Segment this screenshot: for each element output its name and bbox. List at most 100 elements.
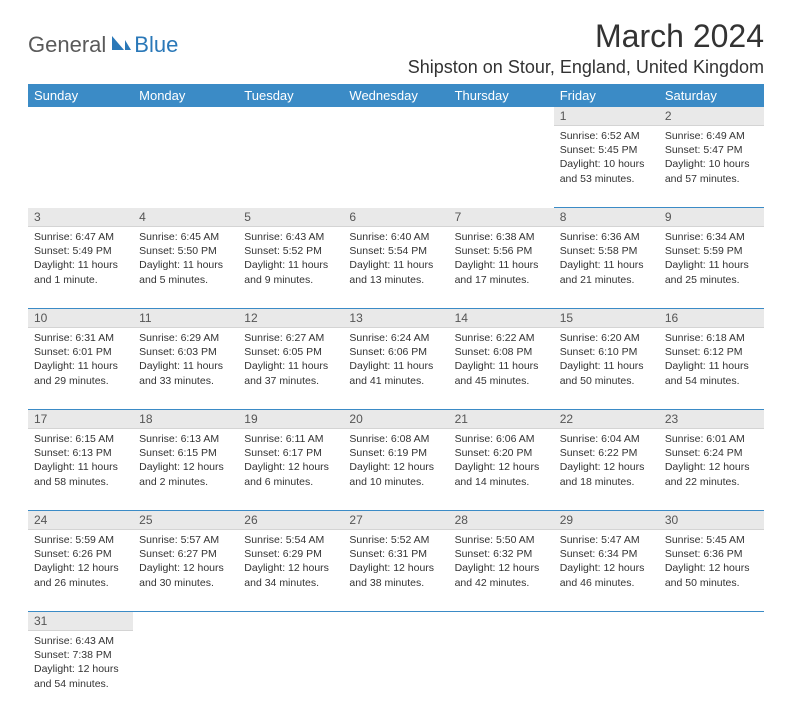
day-number-cell: 20: [343, 410, 448, 429]
day-number-cell: 18: [133, 410, 238, 429]
day-number-row: 31: [28, 612, 764, 631]
day-details: Sunrise: 6:40 AMSunset: 5:54 PMDaylight:…: [343, 227, 448, 291]
day-details: Sunrise: 6:47 AMSunset: 5:49 PMDaylight:…: [28, 227, 133, 291]
day-details: Sunrise: 6:15 AMSunset: 6:13 PMDaylight:…: [28, 429, 133, 493]
day-details: Sunrise: 5:50 AMSunset: 6:32 PMDaylight:…: [449, 530, 554, 594]
day-cell: Sunrise: 5:54 AMSunset: 6:29 PMDaylight:…: [238, 530, 343, 612]
day-number-row: 24252627282930: [28, 511, 764, 530]
logo: General Blue: [28, 32, 178, 58]
day-number-cell: 26: [238, 511, 343, 530]
day-details: Sunrise: 6:24 AMSunset: 6:06 PMDaylight:…: [343, 328, 448, 392]
day-details: Sunrise: 6:11 AMSunset: 6:17 PMDaylight:…: [238, 429, 343, 493]
day-number-cell: 31: [28, 612, 133, 631]
day-number-cell: 19: [238, 410, 343, 429]
day-number-cell: [343, 107, 448, 126]
weekday-header: Sunday: [28, 84, 133, 107]
day-cell: [449, 126, 554, 208]
day-number-cell: 16: [659, 309, 764, 328]
day-number-cell: [238, 612, 343, 631]
day-number-cell: 27: [343, 511, 448, 530]
day-details: Sunrise: 6:06 AMSunset: 6:20 PMDaylight:…: [449, 429, 554, 493]
day-content-row: Sunrise: 6:52 AMSunset: 5:45 PMDaylight:…: [28, 126, 764, 208]
day-cell: Sunrise: 5:50 AMSunset: 6:32 PMDaylight:…: [449, 530, 554, 612]
day-content-row: Sunrise: 6:31 AMSunset: 6:01 PMDaylight:…: [28, 328, 764, 410]
day-cell: Sunrise: 6:18 AMSunset: 6:12 PMDaylight:…: [659, 328, 764, 410]
day-number-row: 17181920212223: [28, 410, 764, 429]
day-cell: Sunrise: 6:01 AMSunset: 6:24 PMDaylight:…: [659, 429, 764, 511]
day-content-row: Sunrise: 6:47 AMSunset: 5:49 PMDaylight:…: [28, 227, 764, 309]
day-details: Sunrise: 6:43 AMSunset: 5:52 PMDaylight:…: [238, 227, 343, 291]
day-number-cell: 4: [133, 208, 238, 227]
day-details: Sunrise: 6:34 AMSunset: 5:59 PMDaylight:…: [659, 227, 764, 291]
day-number-cell: 6: [343, 208, 448, 227]
location: Shipston on Stour, England, United Kingd…: [408, 57, 764, 78]
day-number-cell: [133, 107, 238, 126]
day-number-cell: [659, 612, 764, 631]
day-number-cell: 3: [28, 208, 133, 227]
day-number-cell: [28, 107, 133, 126]
day-details: Sunrise: 6:31 AMSunset: 6:01 PMDaylight:…: [28, 328, 133, 392]
day-details: Sunrise: 6:36 AMSunset: 5:58 PMDaylight:…: [554, 227, 659, 291]
day-cell: Sunrise: 5:52 AMSunset: 6:31 PMDaylight:…: [343, 530, 448, 612]
day-number-cell: 28: [449, 511, 554, 530]
day-details: Sunrise: 5:59 AMSunset: 6:26 PMDaylight:…: [28, 530, 133, 594]
day-cell: Sunrise: 6:43 AMSunset: 7:38 PMDaylight:…: [28, 631, 133, 713]
day-cell: [343, 126, 448, 208]
day-cell: Sunrise: 6:43 AMSunset: 5:52 PMDaylight:…: [238, 227, 343, 309]
day-cell: Sunrise: 5:59 AMSunset: 6:26 PMDaylight:…: [28, 530, 133, 612]
day-number-cell: 22: [554, 410, 659, 429]
day-number-row: 12: [28, 107, 764, 126]
weekday-header: Friday: [554, 84, 659, 107]
month-title: March 2024: [408, 18, 764, 55]
day-number-cell: 30: [659, 511, 764, 530]
day-details: Sunrise: 6:08 AMSunset: 6:19 PMDaylight:…: [343, 429, 448, 493]
day-cell: [238, 126, 343, 208]
day-cell: Sunrise: 6:45 AMSunset: 5:50 PMDaylight:…: [133, 227, 238, 309]
day-details: Sunrise: 6:22 AMSunset: 6:08 PMDaylight:…: [449, 328, 554, 392]
day-details: Sunrise: 6:04 AMSunset: 6:22 PMDaylight:…: [554, 429, 659, 493]
day-details: Sunrise: 6:18 AMSunset: 6:12 PMDaylight:…: [659, 328, 764, 392]
day-cell: Sunrise: 6:31 AMSunset: 6:01 PMDaylight:…: [28, 328, 133, 410]
day-cell: Sunrise: 6:49 AMSunset: 5:47 PMDaylight:…: [659, 126, 764, 208]
day-number-cell: 2: [659, 107, 764, 126]
day-number-cell: 25: [133, 511, 238, 530]
day-content-row: Sunrise: 5:59 AMSunset: 6:26 PMDaylight:…: [28, 530, 764, 612]
day-cell: Sunrise: 6:20 AMSunset: 6:10 PMDaylight:…: [554, 328, 659, 410]
day-cell: [133, 631, 238, 713]
day-cell: Sunrise: 6:13 AMSunset: 6:15 PMDaylight:…: [133, 429, 238, 511]
day-cell: Sunrise: 6:36 AMSunset: 5:58 PMDaylight:…: [554, 227, 659, 309]
weekday-header: Saturday: [659, 84, 764, 107]
day-details: Sunrise: 5:54 AMSunset: 6:29 PMDaylight:…: [238, 530, 343, 594]
day-details: Sunrise: 6:52 AMSunset: 5:45 PMDaylight:…: [554, 126, 659, 190]
header: General Blue March 2024 Shipston on Stou…: [28, 18, 764, 78]
day-number-cell: 24: [28, 511, 133, 530]
day-cell: Sunrise: 6:27 AMSunset: 6:05 PMDaylight:…: [238, 328, 343, 410]
day-number-cell: 15: [554, 309, 659, 328]
day-cell: Sunrise: 6:24 AMSunset: 6:06 PMDaylight:…: [343, 328, 448, 410]
weekday-header: Monday: [133, 84, 238, 107]
day-details: Sunrise: 6:13 AMSunset: 6:15 PMDaylight:…: [133, 429, 238, 493]
day-number-cell: [133, 612, 238, 631]
day-cell: Sunrise: 6:22 AMSunset: 6:08 PMDaylight:…: [449, 328, 554, 410]
day-details: Sunrise: 5:57 AMSunset: 6:27 PMDaylight:…: [133, 530, 238, 594]
day-number-cell: 17: [28, 410, 133, 429]
day-cell: [133, 126, 238, 208]
day-content-row: Sunrise: 6:15 AMSunset: 6:13 PMDaylight:…: [28, 429, 764, 511]
weekday-header: Wednesday: [343, 84, 448, 107]
day-cell: [28, 126, 133, 208]
day-number-row: 3456789: [28, 208, 764, 227]
day-details: Sunrise: 6:20 AMSunset: 6:10 PMDaylight:…: [554, 328, 659, 392]
day-number-cell: 13: [343, 309, 448, 328]
day-number-row: 10111213141516: [28, 309, 764, 328]
weekday-header: Thursday: [449, 84, 554, 107]
day-cell: Sunrise: 6:34 AMSunset: 5:59 PMDaylight:…: [659, 227, 764, 309]
day-cell: Sunrise: 6:38 AMSunset: 5:56 PMDaylight:…: [449, 227, 554, 309]
day-cell: Sunrise: 6:29 AMSunset: 6:03 PMDaylight:…: [133, 328, 238, 410]
day-number-cell: 1: [554, 107, 659, 126]
logo-sail-icon: [110, 34, 132, 57]
day-number-cell: [449, 107, 554, 126]
day-cell: [343, 631, 448, 713]
day-details: Sunrise: 6:29 AMSunset: 6:03 PMDaylight:…: [133, 328, 238, 392]
day-details: Sunrise: 6:49 AMSunset: 5:47 PMDaylight:…: [659, 126, 764, 190]
day-cell: Sunrise: 6:08 AMSunset: 6:19 PMDaylight:…: [343, 429, 448, 511]
